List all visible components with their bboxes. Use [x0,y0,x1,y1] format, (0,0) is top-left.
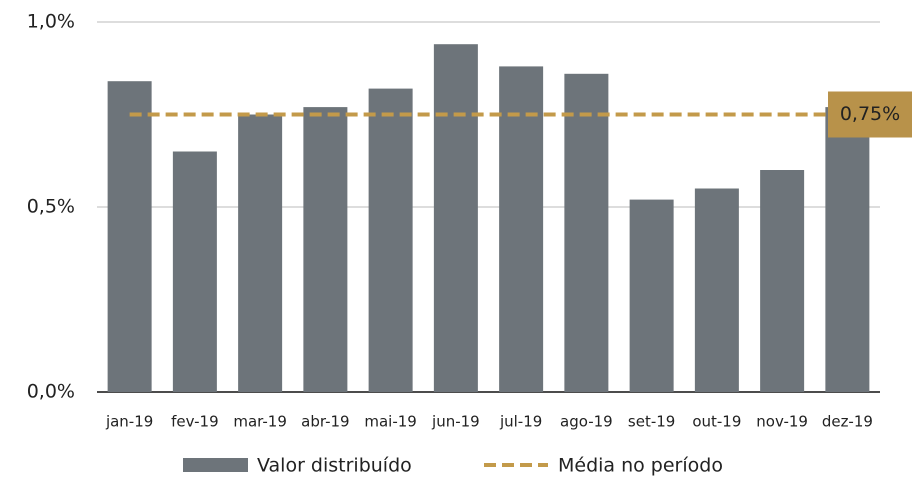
annotation-box [828,91,912,138]
bar [499,66,544,393]
bar [172,151,217,392]
x-tick-label: ago-19 [560,413,613,431]
x-tick-label: mai-19 [364,413,416,431]
bar [564,73,609,393]
annotation-label: 0,75% [840,103,900,125]
x-tick-label: abr-19 [301,413,349,431]
x-tick-label: jan-19 [105,413,153,431]
x-tick-label: dez-19 [822,413,873,431]
x-tick-label: set-19 [628,413,675,431]
y-tick-label: 1,0% [27,11,75,33]
x-tick-label: out-19 [692,413,741,431]
legend-label: Média no período [558,455,723,477]
x-tick-label: mar-19 [233,413,287,431]
bar [368,88,413,392]
bar [825,107,870,392]
legend-label: Valor distribuído [257,455,412,477]
bar [433,44,478,392]
bar [694,188,739,392]
y-tick-label: 0,5% [27,196,75,218]
bar [629,199,674,392]
bar [303,107,348,392]
x-tick-label: fev-19 [171,413,218,431]
x-tick-label: jul-19 [499,413,542,431]
bar [760,170,805,392]
x-tick-label: jun-19 [431,413,480,431]
x-tick-label: nov-19 [756,413,808,431]
y-tick-label: 0,0% [27,381,75,403]
legend-swatch [183,458,248,472]
bar [107,81,152,392]
bar [238,114,283,392]
